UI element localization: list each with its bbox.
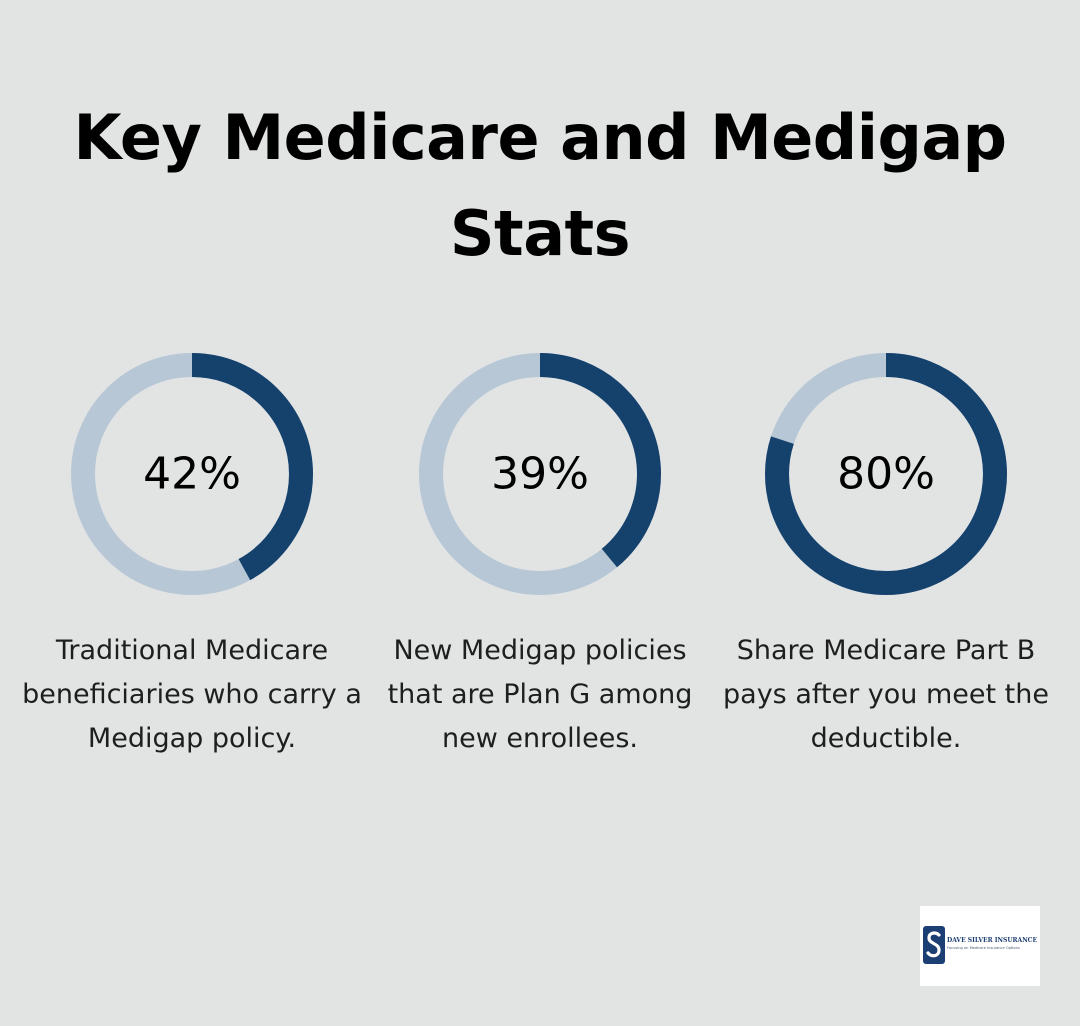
stat-caption: Share Medicare Part B pays after you mee… xyxy=(723,635,1049,754)
logo-tagline: Focusing on Medicare Insurance Options xyxy=(947,946,1020,950)
stat-card: 39% New Medigap policies that are Plan G… xyxy=(370,352,710,761)
stat-caption: New Medigap policies that are Plan G amo… xyxy=(387,635,693,754)
stat-card: 42% Traditional Medicare beneficiaries w… xyxy=(22,352,362,761)
stat-card: 80% Share Medicare Part B pays after you… xyxy=(716,352,1056,761)
donut-chart: 80% xyxy=(765,353,1007,595)
company-logo: DAVE SILVER INSURANCE Focusing on Medica… xyxy=(920,906,1040,986)
stat-caption: Traditional Medicare beneficiaries who c… xyxy=(22,635,362,754)
donut-value-arc xyxy=(419,353,661,595)
donut-value-arc xyxy=(765,353,1007,595)
logo-name: DAVE SILVER INSURANCE xyxy=(947,937,1038,944)
donut-value-label: 39% xyxy=(491,449,589,500)
donut-chart: 39% xyxy=(419,353,661,595)
page-title: Key Medicare and Medigap Stats xyxy=(73,101,1007,270)
s-monogram-icon xyxy=(923,926,945,964)
donut-chart: 42% xyxy=(71,353,313,595)
donut-value-arc xyxy=(71,353,313,595)
donut-value-label: 42% xyxy=(143,449,241,500)
donut-value-label: 80% xyxy=(837,449,935,500)
